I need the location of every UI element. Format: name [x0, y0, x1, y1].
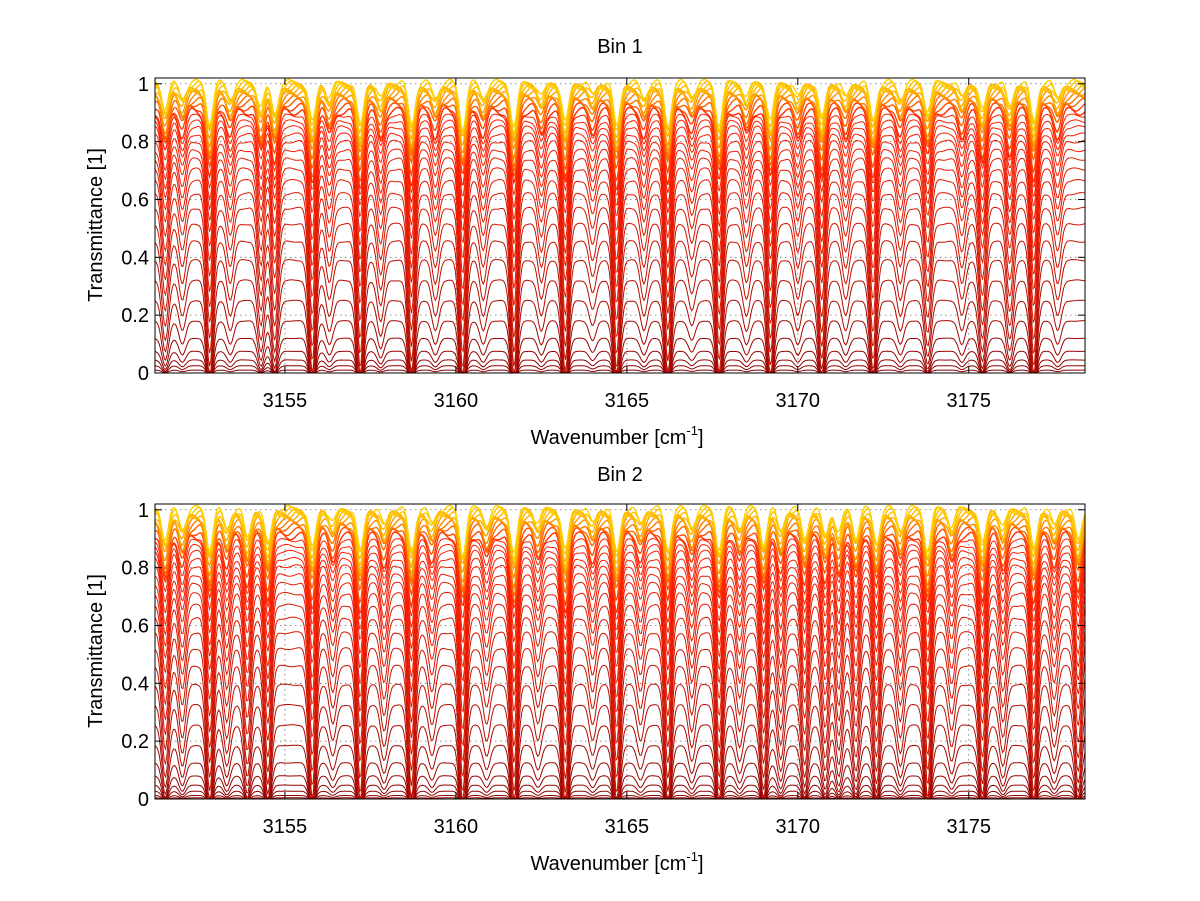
spectrum-line — [154, 279, 1086, 373]
spectrum-line — [154, 581, 1086, 698]
spectrum-line — [154, 572, 1086, 685]
x-tick-label: 3160 — [434, 390, 479, 412]
axes-frame — [154, 77, 1086, 374]
spectrum-line — [154, 148, 1086, 261]
spectrum-line — [154, 240, 1086, 368]
spectrum-line — [154, 132, 1086, 233]
spectra-series — [154, 504, 1086, 800]
x-tick-label: 3170 — [776, 816, 821, 838]
spectrum-line — [154, 222, 1086, 354]
spectrum-line — [154, 664, 1086, 793]
x-tick-label: 3170 — [776, 390, 821, 412]
axes-frame — [154, 503, 1086, 800]
y-tick-label: 0 — [138, 363, 149, 385]
spectrum-line — [154, 157, 1086, 274]
y-tick-label: 0.6 — [121, 189, 149, 211]
spectrum-line — [154, 549, 1086, 644]
spectrum-line — [154, 543, 1086, 632]
x-tick-label: 3175 — [947, 816, 992, 838]
y-axis-label: Transmittance [1] — [85, 148, 107, 302]
spectrum-line — [154, 564, 1086, 670]
x-axis-label-sup: -1 — [686, 849, 698, 864]
y-tick-label: 0.2 — [121, 305, 149, 327]
spectrum-line — [154, 616, 1086, 747]
x-axis-ticks: 3155 3160 3165 3170 3175 — [263, 504, 991, 838]
spectrum-line — [154, 258, 1086, 373]
y-tick-label: 0.4 — [121, 673, 149, 695]
y-tick-label: 0 — [138, 789, 149, 811]
spectrum-line — [154, 192, 1086, 323]
x-tick-label: 3155 — [263, 390, 308, 412]
x-axis-label: Wavenumber [cm-1] — [530, 849, 703, 875]
subplot-bin-1: Bin 1 3155 3160 3165 3170 3175 0 0.2 0.4 0.6 0.8… — [85, 36, 1086, 449]
y-axis-ticks: 0 0.2 0.4 0.6 0.8 1 — [121, 74, 1085, 385]
x-axis-label-text: Wavenumber [cm — [530, 853, 686, 875]
y-tick-label: 0.4 — [121, 247, 149, 269]
x-axis-label: Wavenumber [cm-1] — [530, 423, 703, 449]
subplot-bin-2: Bin 2 3155 3160 3165 3170 3175 0 0.2 0.4 0.6 0.8… — [85, 464, 1086, 875]
x-tick-label: 3160 — [434, 816, 479, 838]
spectrum-line — [154, 557, 1086, 657]
x-axis-ticks: 3155 3160 3165 3170 3175 — [263, 78, 991, 412]
y-tick-label: 1 — [138, 500, 149, 522]
y-tick-label: 0.8 — [121, 132, 149, 154]
spectra-series — [154, 78, 1086, 374]
x-tick-label: 3155 — [263, 816, 308, 838]
spectrum-line — [154, 178, 1086, 307]
y-tick-label: 0.2 — [121, 731, 149, 753]
y-axis-ticks: 0 0.2 0.4 0.6 0.8 1 — [121, 500, 1085, 811]
spectrum-line — [154, 683, 1086, 798]
plot-title: Bin 1 — [597, 36, 643, 58]
y-tick-label: 0.6 — [121, 615, 149, 637]
spectrum-line — [154, 591, 1086, 713]
spectrum-line — [154, 119, 1086, 210]
spectrum-line — [154, 703, 1086, 799]
x-tick-label: 3165 — [605, 390, 650, 412]
spectrum-line — [154, 631, 1086, 763]
x-tick-label: 3165 — [605, 816, 650, 838]
spectrum-line — [154, 167, 1086, 290]
plot-title: Bin 2 — [597, 464, 643, 486]
y-tick-label: 1 — [138, 74, 149, 96]
spectrum-line — [154, 125, 1086, 220]
x-axis-label-text: Wavenumber [cm — [530, 427, 686, 449]
spectrum-line — [154, 206, 1086, 339]
spectrum-line — [154, 78, 1086, 132]
x-axis-label-sup: -1 — [686, 423, 698, 438]
x-tick-label: 3175 — [947, 390, 992, 412]
x-axis-label-end: ] — [698, 427, 704, 449]
y-axis-label: Transmittance [1] — [85, 574, 107, 728]
x-axis-label-end: ] — [698, 853, 704, 875]
spectrum-line — [154, 139, 1086, 246]
spectrum-line — [154, 504, 1086, 558]
spectrum-line — [154, 647, 1086, 779]
spectrum-line — [154, 603, 1086, 731]
y-tick-label: 0.8 — [121, 558, 149, 580]
